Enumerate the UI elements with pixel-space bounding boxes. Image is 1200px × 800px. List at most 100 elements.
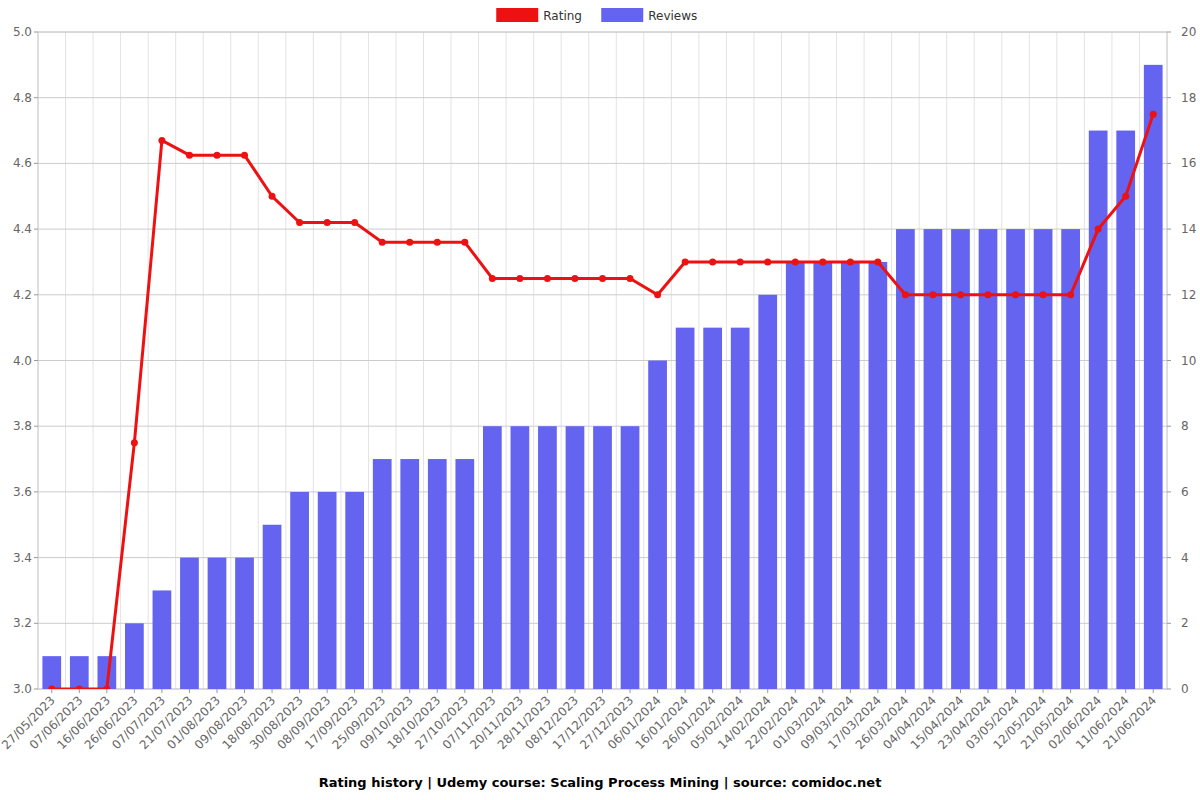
point <box>324 219 331 226</box>
title: Rating history | Udemy course: Scaling P… <box>319 775 882 790</box>
x-tick <box>437 689 438 693</box>
point <box>351 219 358 226</box>
legend-swatch <box>601 8 643 22</box>
point <box>985 291 992 298</box>
y2-tick-label: 20 <box>1181 25 1196 39</box>
y-tick-label: 3.8 <box>13 419 32 433</box>
point <box>1012 291 1019 298</box>
y2-tick-label: 0 <box>1181 682 1189 696</box>
grid <box>38 32 1167 689</box>
bar <box>455 459 474 689</box>
y-tick <box>34 623 38 624</box>
bar <box>566 426 585 689</box>
point <box>379 239 386 246</box>
x-tick <box>1125 689 1126 693</box>
y2-tick-label: 8 <box>1181 419 1189 433</box>
point <box>599 275 606 282</box>
bar <box>538 426 557 689</box>
bar <box>979 229 998 689</box>
point <box>571 275 578 282</box>
x-tick <box>1098 689 1099 693</box>
x-tick <box>712 689 713 693</box>
x-tick <box>932 689 933 693</box>
point <box>1122 193 1129 200</box>
y2-tick-label: 16 <box>1181 156 1196 170</box>
x-tick <box>1153 689 1154 693</box>
x-tick <box>134 689 135 693</box>
x-tick <box>327 689 328 693</box>
point <box>819 258 826 265</box>
bar <box>373 459 392 689</box>
y-tick-label: 3.4 <box>13 551 32 565</box>
bar <box>1089 131 1108 689</box>
x-tick <box>161 689 162 693</box>
x-tick <box>767 689 768 693</box>
x-tick <box>382 689 383 693</box>
point <box>269 193 276 200</box>
point <box>1040 291 1047 298</box>
x-tick <box>189 689 190 693</box>
bar <box>869 262 888 689</box>
bar <box>1144 65 1163 689</box>
x-axis: 27/05/202307/06/202316/06/202326/06/2023… <box>0 689 1159 752</box>
bar <box>1006 229 1025 689</box>
y-tick <box>34 426 38 427</box>
y2-tick-label: 14 <box>1181 222 1196 236</box>
bar <box>153 590 172 689</box>
x-tick <box>1015 689 1016 693</box>
point <box>929 291 936 298</box>
plot-frame <box>38 32 1167 689</box>
bar <box>1116 131 1135 689</box>
point <box>296 219 303 226</box>
point <box>131 439 138 446</box>
y-tick <box>34 229 38 230</box>
x-tick <box>795 689 796 693</box>
y2-tick <box>1167 689 1171 690</box>
bar <box>428 459 447 689</box>
bar <box>42 656 61 689</box>
point <box>957 291 964 298</box>
y-tick <box>34 360 38 361</box>
point <box>764 258 771 265</box>
y2-tick <box>1167 97 1171 98</box>
point <box>709 258 716 265</box>
x-tick <box>988 689 989 693</box>
point <box>682 258 689 265</box>
x-tick <box>850 689 851 693</box>
x-tick <box>574 689 575 693</box>
y2-tick-label: 4 <box>1181 551 1189 565</box>
point <box>544 275 551 282</box>
point <box>461 239 468 246</box>
bar <box>70 656 89 689</box>
bar <box>263 525 282 689</box>
y2-tick-label: 12 <box>1181 288 1196 302</box>
point <box>874 258 881 265</box>
y-tick <box>34 97 38 98</box>
y2-tick <box>1167 163 1171 164</box>
y-tick <box>34 491 38 492</box>
legend-label: Reviews <box>648 9 697 23</box>
bar <box>621 426 640 689</box>
y2-tick <box>1167 360 1171 361</box>
x-tick <box>1070 689 1071 693</box>
bar <box>841 262 860 689</box>
bar <box>951 229 970 689</box>
y-tick-label: 3.0 <box>13 682 32 696</box>
point <box>792 258 799 265</box>
y2-tick <box>1167 426 1171 427</box>
point <box>654 291 661 298</box>
x-tick <box>547 689 548 693</box>
point <box>241 152 248 159</box>
y-tick-label: 4.8 <box>13 91 32 105</box>
y2-tick <box>1167 623 1171 624</box>
horizontal-grid-line <box>38 97 1167 98</box>
point <box>406 239 413 246</box>
chart: 3.03.23.43.63.84.04.24.44.64.85.00246810… <box>0 0 1200 800</box>
y2-tick-label: 2 <box>1181 616 1189 630</box>
y-tick-label: 3.6 <box>13 485 32 499</box>
x-tick <box>106 689 107 693</box>
x-tick <box>299 689 300 693</box>
y-tick <box>34 689 38 690</box>
point <box>489 275 496 282</box>
point <box>737 258 744 265</box>
